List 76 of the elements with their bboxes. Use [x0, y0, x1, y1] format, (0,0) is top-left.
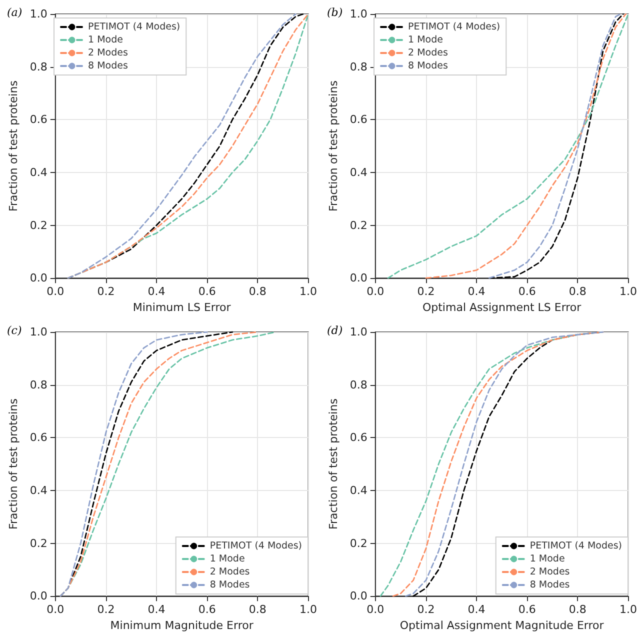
y-tick-label: 0.4: [350, 166, 368, 179]
x-tick-label: 0.4: [148, 285, 166, 298]
y-tick-label: 0.8: [350, 378, 368, 392]
y-tick-label: 1.0: [30, 326, 48, 338]
y-tick-label: 0.4: [350, 484, 368, 497]
y-tick-label: 0.2: [350, 536, 368, 550]
legend-label: 2 Modes: [88, 48, 128, 58]
y-tick-label: 0.6: [350, 431, 368, 444]
y-tick-label: 0.0: [30, 590, 48, 603]
legend-label: 8 Modes: [210, 580, 250, 590]
chart-title: (c): [7, 324, 22, 337]
x-tick-label: 0.4: [148, 603, 166, 616]
chart-title: (a): [7, 6, 22, 19]
y-tick-label: 0.8: [30, 60, 48, 74]
legend-label: 8 Modes: [88, 60, 128, 72]
x-tick-label: 0.8: [248, 603, 266, 616]
y-tick-label: 1.0: [350, 326, 368, 338]
legend-label: 1 Mode: [530, 554, 565, 564]
legend-label: 2 Modes: [530, 566, 570, 578]
y-tick-label: 0.4: [30, 166, 48, 179]
x-tick-label: 0.6: [518, 285, 536, 298]
y-tick-label: 0.0: [30, 272, 48, 285]
x-axis-title: Optimal Assignment LS Error: [422, 301, 582, 314]
y-tick-label: 0.8: [350, 60, 368, 74]
x-axis-title: Minimum LS Error: [132, 301, 232, 314]
legend-label: 2 Modes: [210, 566, 250, 578]
legend-label: PETIMOT (4 Modes): [408, 22, 500, 32]
legend-label: 1 Mode: [88, 34, 124, 46]
y-tick-label: 0.0: [350, 272, 368, 285]
x-tick-label: 0.6: [198, 603, 216, 616]
x-tick-label: 0.2: [417, 603, 435, 616]
y-tick-label: 0.2: [350, 218, 368, 232]
x-tick-label: 1.0: [620, 603, 638, 616]
y-axis-title: Fraction of test proteins: [327, 80, 340, 212]
y-axis-title: Fraction of test proteins: [327, 398, 340, 530]
legend-label: PETIMOT (4 Modes): [88, 22, 180, 32]
legend-label: 8 Modes: [530, 580, 570, 590]
legend-label: PETIMOT (4 Modes): [210, 540, 302, 552]
x-tick-label: 1.0: [620, 285, 638, 298]
y-tick-label: 0.6: [30, 113, 48, 126]
y-tick-label: 0.0: [350, 590, 368, 603]
x-tick-label: 0.4: [468, 285, 486, 298]
x-axis-title: Minimum Magnitude Error: [110, 619, 254, 632]
y-tick-label: 0.8: [30, 378, 48, 392]
x-tick-label: 0.2: [97, 603, 115, 616]
y-tick-label: 1.0: [30, 8, 48, 20]
x-tick-label: 1.0: [300, 603, 318, 616]
x-tick-label: 0.6: [198, 285, 216, 298]
y-tick-label: 0.4: [30, 484, 48, 497]
legend-label: 2 Modes: [408, 48, 448, 58]
x-tick-label: 0.0: [46, 285, 64, 298]
x-tick-label: 0.0: [366, 285, 384, 298]
x-tick-label: 0.6: [518, 603, 536, 616]
chart-title: (b): [327, 6, 343, 19]
chart-title: (d): [327, 324, 343, 337]
x-tick-label: 1.0: [300, 285, 318, 298]
x-tick-label: 0.0: [46, 603, 64, 616]
legend-label: 1 Mode: [408, 34, 444, 46]
legend-label: 1 Mode: [210, 554, 245, 564]
x-tick-label: 0.2: [97, 285, 115, 298]
x-tick-label: 0.2: [417, 285, 435, 298]
y-tick-label: 1.0: [350, 8, 368, 20]
x-tick-label: 0.8: [248, 285, 266, 298]
y-tick-label: 0.2: [30, 218, 48, 232]
y-tick-label: 0.2: [30, 536, 48, 550]
x-tick-label: 0.8: [568, 285, 586, 298]
x-tick-label: 0.8: [568, 603, 586, 616]
x-tick-label: 0.0: [366, 603, 384, 616]
y-tick-label: 0.6: [30, 431, 48, 444]
y-axis-title: Fraction of test proteins: [7, 398, 20, 530]
x-axis-title: Optimal Assignment Magnitude Error: [400, 619, 604, 632]
legend-label: 8 Modes: [408, 60, 448, 72]
y-axis-title: Fraction of test proteins: [7, 80, 20, 212]
x-tick-label: 0.4: [468, 603, 486, 616]
legend-label: PETIMOT (4 Modes): [530, 540, 622, 552]
y-tick-label: 0.6: [350, 113, 368, 126]
